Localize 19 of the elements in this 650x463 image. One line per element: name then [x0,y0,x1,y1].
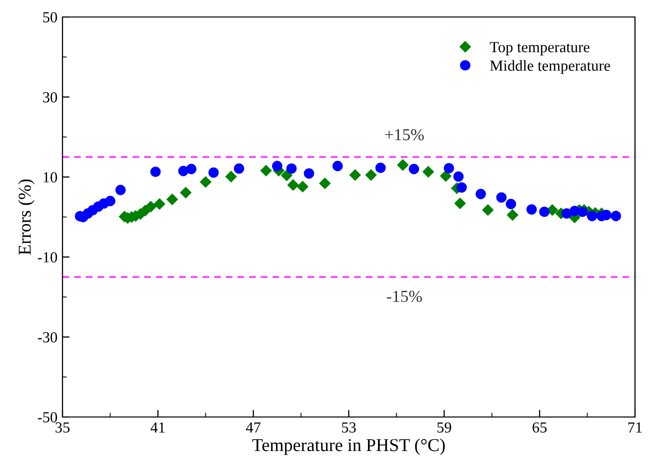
y-tick-label: -50 [38,412,58,422]
x-tick-label: 41 [150,422,165,432]
y-tick-label: 30 [43,92,58,102]
y-axis-title: Errors (%) [18,179,34,255]
x-axis-title: Temperature in PHST (°C) [252,438,445,455]
x-tick-label: 53 [342,422,356,433]
y-tick-label: 50 [43,12,58,22]
x-tick-label: 71 [628,422,642,432]
ref-line-label: -15% [386,290,422,302]
y-tick-label: 10 [44,172,58,182]
x-tick-label: 59 [437,422,452,433]
ref-line-label: +15% [385,129,424,140]
legend-label: Middle temperature [490,60,610,74]
x-tick-label: 35 [56,422,70,433]
x-tick-label: 47 [246,422,261,432]
x-tick-label: 65 [532,422,547,433]
y-tick-label: -10 [38,252,58,262]
legend-label: Top temperature [490,42,590,56]
y-tick-label: -30 [38,332,58,342]
